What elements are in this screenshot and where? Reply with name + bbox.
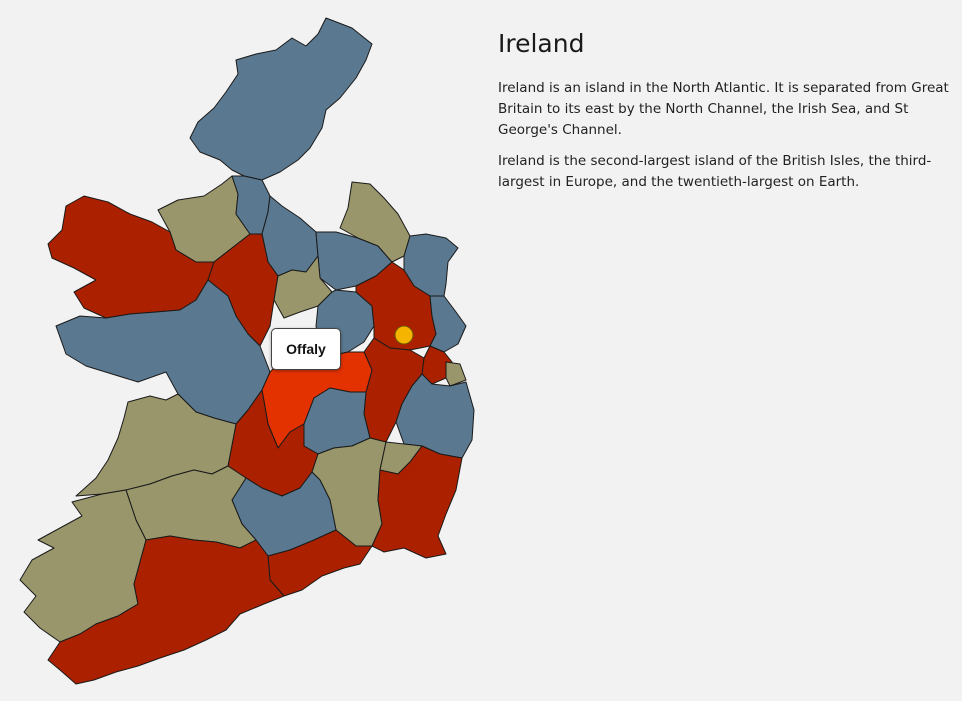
county-antrim[interactable] [339, 181, 411, 263]
location-marker[interactable] [394, 325, 414, 345]
county-cork[interactable] [47, 535, 285, 685]
description-paragraph-2: Ireland is the second-largest island of … [498, 153, 932, 190]
page-title: Ireland [498, 29, 585, 58]
county-dun-laoghaire[interactable] [445, 361, 467, 387]
county-cavan[interactable] [261, 195, 319, 277]
county-donegal[interactable] [189, 17, 373, 181]
county-louth[interactable] [429, 295, 467, 353]
ireland-map[interactable] [0, 0, 490, 701]
county-tooltip: Offaly [271, 328, 341, 370]
description-paragraph-1: Ireland is an island in the North Atlant… [498, 80, 949, 138]
info-panel: Ireland Ireland is an island in the Nort… [498, 28, 950, 203]
county-down[interactable] [403, 233, 459, 297]
county-wexford[interactable] [371, 445, 463, 559]
